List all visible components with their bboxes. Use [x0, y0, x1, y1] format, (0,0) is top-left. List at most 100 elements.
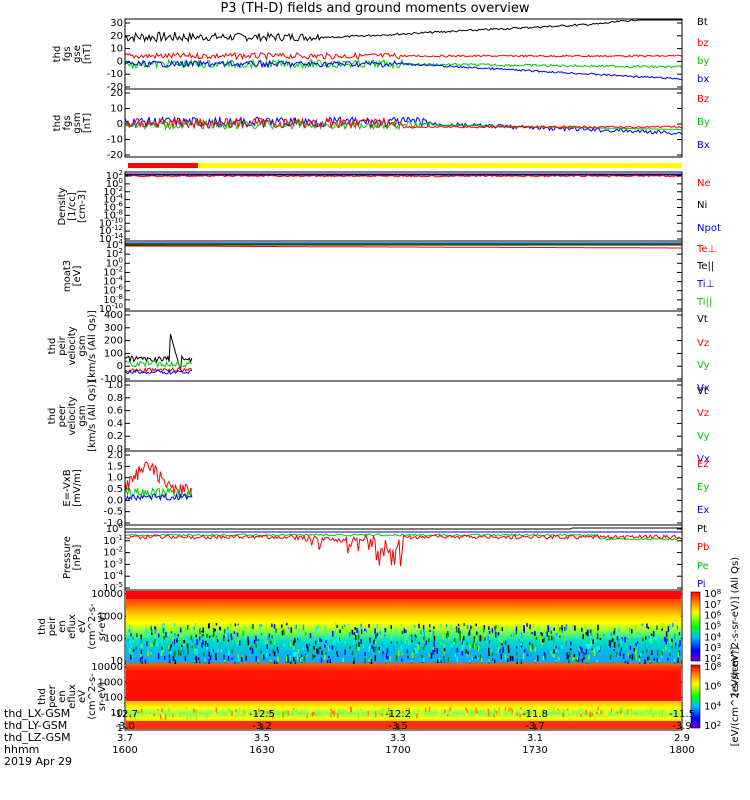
spectrogram-pixel: [447, 656, 450, 662]
legend-entry: Ey: [697, 482, 709, 493]
spectrogram-pixel: [313, 645, 315, 650]
ylabel-group: E=-VxB [mV/m]: [62, 469, 83, 507]
spectrogram-pixel: [368, 658, 370, 664]
spectrogram-pixel: [443, 658, 446, 664]
legend-entry: By: [697, 117, 710, 128]
legend-entry: Ne: [697, 178, 711, 189]
spectrogram-pixel: [650, 707, 652, 713]
spectrogram-pixel: [206, 642, 209, 647]
spectrogram-pixel: [613, 628, 616, 633]
spectrogram-pixel: [593, 648, 596, 652]
spectrogram-pixel: [385, 660, 387, 665]
spectrogram-pixel: [317, 625, 319, 630]
spectrogram-pixel: [587, 643, 589, 649]
ytick-label: 300: [104, 323, 123, 334]
spectrogram-pixel: [593, 711, 595, 716]
spectrogram-pixel: [490, 631, 493, 636]
spectrogram-pixel: [362, 645, 365, 648]
spectrogram-pixel: [187, 624, 189, 630]
spectrogram-pixel: [469, 644, 471, 650]
spectrogram-pixel: [518, 639, 520, 643]
spectrogram-pixel: [263, 656, 265, 660]
spectrogram-pixel: [341, 713, 344, 717]
spectrogram-pixel: [515, 646, 518, 649]
plot-area-efield: [124, 461, 193, 501]
spectrogram-pixel: [206, 654, 208, 660]
spectrogram-pixel: [561, 645, 564, 649]
spectrogram-pixel: [351, 650, 354, 656]
spectrogram-pixel: [504, 707, 507, 711]
spectrogram-pixel: [461, 645, 463, 651]
panel-frame: [124, 240, 683, 312]
spectrogram-pixel: [456, 656, 458, 662]
spectrogram-pixel: [287, 710, 289, 716]
spectrogram-pixel: [337, 713, 339, 719]
spectrogram-pixel: [231, 657, 233, 660]
spectrogram-pixel: [547, 649, 550, 654]
spectrogram-pixel: [129, 714, 132, 718]
spectrogram-pixel: [279, 632, 282, 637]
spectrogram-pixel: [495, 711, 498, 717]
spectrogram-pixel: [220, 649, 222, 653]
spectrogram-pixel: [311, 712, 314, 717]
spectrogram-pixel: [547, 627, 550, 632]
ylabel-line: eV: [77, 690, 88, 703]
spectrogram-pixel: [497, 646, 500, 651]
spectrogram-pixel: [585, 648, 588, 655]
colorbar-tick: 108: [704, 588, 721, 600]
spectrogram-pixel: [206, 644, 208, 650]
spectrogram-pixel: [331, 710, 333, 714]
spectrogram-pixel: [402, 710, 404, 714]
spectrogram-pixel: [570, 641, 572, 646]
spectrogram-pixel: [212, 624, 214, 629]
spectrogram-pixel: [471, 656, 473, 661]
spectrogram-pixel: [617, 654, 619, 658]
spectrogram-pixel: [529, 645, 532, 651]
spectrogram-pixel: [154, 628, 156, 634]
legend-entry: Te||: [696, 261, 714, 272]
spectrogram-pixel: [344, 649, 346, 655]
spectrogram-pixel: [553, 653, 555, 658]
spectrogram-pixel: [191, 639, 194, 644]
spectrogram-pixel: [454, 653, 457, 656]
spectrogram-pixel: [403, 628, 406, 634]
spectrogram-pixel: [375, 711, 377, 718]
spectrogram-pixel: [172, 655, 175, 660]
spectrogram-pixel: [644, 642, 646, 648]
footer-row-2-label: thd_LZ-GSM: [4, 731, 71, 744]
spectrogram-pixel: [350, 706, 353, 713]
spectrogram-pixel: [179, 641, 182, 644]
series-line: [124, 369, 192, 375]
spectrogram-pixel: [652, 713, 655, 718]
spectrogram-pixel: [646, 656, 649, 661]
spectrogram-pixel: [307, 649, 310, 653]
spectrogram-pixel: [608, 713, 610, 716]
spectrogram-pixel: [400, 624, 402, 627]
spectrogram-pixel: [139, 657, 142, 663]
spectrogram-pixel: [241, 630, 244, 633]
spectrogram-pixel: [650, 633, 653, 636]
spectrogram-pixel: [228, 714, 230, 719]
spectrogram-pixel: [663, 712, 665, 715]
spectrogram-pixel: [255, 643, 257, 648]
spectrogram-pixel: [333, 640, 335, 645]
spectrogram-pixel: [332, 631, 334, 637]
spectrogram-pixel: [260, 624, 263, 627]
spectrogram-pixel: [163, 636, 165, 640]
ylabel-group: thd peir en eflux eV (cm^2-s-sr-eV): [37, 603, 108, 650]
ylabel-group: thd peir velocity gsm [km/s (All Qs)]: [47, 310, 98, 382]
spectrogram-pixel: [519, 624, 521, 629]
spectrogram-pixel: [557, 708, 559, 711]
spectrogram-pixel: [216, 638, 219, 643]
spectrogram-pixel: [236, 632, 239, 637]
spectrogram-pixel: [128, 625, 131, 628]
spectrogram-pixel: [581, 711, 584, 714]
spectrogram-pixel: [307, 646, 309, 652]
spectrogram-pixel: [618, 638, 620, 644]
spectrogram-pixel: [150, 626, 152, 631]
spectrogram-pixel: [596, 711, 598, 715]
spectrogram-pixel: [627, 652, 630, 657]
legend-entry: Bt: [697, 17, 708, 28]
spectrogram-pixel: [563, 626, 566, 632]
spectrogram-pixel: [213, 628, 215, 633]
